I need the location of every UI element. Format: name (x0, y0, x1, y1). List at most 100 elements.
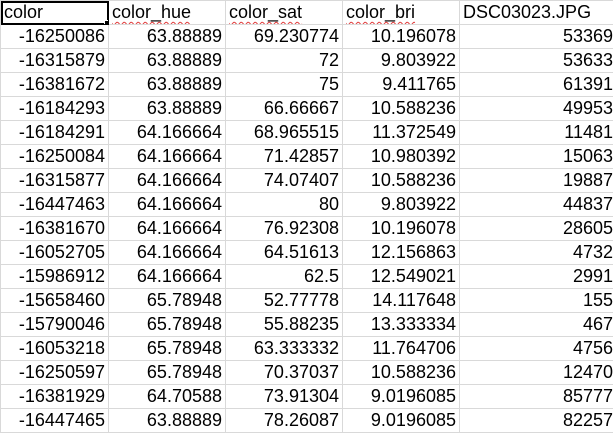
header-cell-color-hue[interactable]: color_hue (108, 0, 226, 25)
cell-filename-value[interactable]: 4756 (459, 336, 613, 361)
cell-color-hue[interactable]: 63.88889 (108, 408, 226, 433)
cell-color-sat[interactable]: 63.333332 (225, 336, 343, 361)
cell-color-sat[interactable]: 76.92308 (225, 216, 343, 241)
cell-filename-value[interactable]: 15063 (459, 144, 613, 169)
cell-color-bri[interactable]: 10.196078 (342, 24, 460, 49)
cell-color-sat[interactable]: 55.88235 (225, 312, 343, 337)
cell-color-sat[interactable]: 52.77778 (225, 288, 343, 313)
cell-color-bri[interactable]: 13.333334 (342, 312, 460, 337)
cell-color-sat[interactable]: 73.91304 (225, 384, 343, 409)
cell-filename-value[interactable]: 82257 (459, 408, 613, 433)
cell-color[interactable]: -15658460 (0, 288, 109, 313)
cell-color-hue[interactable]: 64.166664 (108, 168, 226, 193)
cell-color-bri[interactable]: 10.588236 (342, 168, 460, 193)
cell-color-bri[interactable]: 10.588236 (342, 360, 460, 385)
cell-color[interactable]: -16184293 (0, 96, 109, 121)
cell-filename-value[interactable]: 4732 (459, 240, 613, 265)
cell-color-bri[interactable]: 10.980392 (342, 144, 460, 169)
cell-filename-value[interactable]: 11481 (459, 120, 613, 145)
cell-color[interactable]: -15986912 (0, 264, 109, 289)
cell-color-bri[interactable]: 12.549021 (342, 264, 460, 289)
cell-color-bri[interactable]: 10.588236 (342, 96, 460, 121)
header-cell-filename[interactable]: DSC03023.JPG (459, 0, 613, 25)
cell-filename-value[interactable]: 155 (459, 288, 613, 313)
cell-color-hue[interactable]: 64.166664 (108, 264, 226, 289)
cell-color-sat[interactable]: 74.07407 (225, 168, 343, 193)
cell-color-sat[interactable]: 75 (225, 72, 343, 97)
cell-color-sat[interactable]: 62.5 (225, 264, 343, 289)
cell-color[interactable]: -16381929 (0, 384, 109, 409)
cell-color-hue[interactable]: 64.70588 (108, 384, 226, 409)
cell-color-sat[interactable]: 68.965515 (225, 120, 343, 145)
table-row: -16381672 63.88889 75 9.411765 61391 (0, 72, 613, 97)
cell-color[interactable]: -15790046 (0, 312, 109, 337)
cell-color-sat[interactable]: 66.66667 (225, 96, 343, 121)
cell-color-bri[interactable]: 11.764706 (342, 336, 460, 361)
cell-color-bri[interactable]: 12.156863 (342, 240, 460, 265)
cell-color[interactable]: -16447465 (0, 408, 109, 433)
table-row: -16184293 63.88889 66.66667 10.588236 49953 (0, 96, 613, 121)
table-row: -16184291 64.166664 68.965515 11.372549 1148… (0, 120, 613, 145)
cell-color-bri[interactable]: 9.803922 (342, 192, 460, 217)
header-cell-color-bri[interactable]: color_bri (342, 0, 460, 25)
cell-filename-value[interactable]: 467 (459, 312, 613, 337)
cell-color-sat[interactable]: 80 (225, 192, 343, 217)
cell-color-hue[interactable]: 64.166664 (108, 216, 226, 241)
cell-color[interactable]: -16315877 (0, 168, 109, 193)
table-row: -16052705 64.166664 64.51613 12.156863 4732 (0, 240, 613, 265)
cell-color-hue[interactable]: 64.166664 (108, 120, 226, 145)
cell-color[interactable]: -16184291 (0, 120, 109, 145)
cell-color[interactable]: -16053218 (0, 336, 109, 361)
table-row: -15658460 65.78948 52.77778 14.117648 155 (0, 288, 613, 313)
cell-filename-value[interactable]: 49953 (459, 96, 613, 121)
cell-color-sat[interactable]: 70.37037 (225, 360, 343, 385)
cell-color-hue[interactable]: 64.166664 (108, 144, 226, 169)
cell-color[interactable]: -16447463 (0, 192, 109, 217)
cell-color-hue[interactable]: 65.78948 (108, 336, 226, 361)
cell-color-hue[interactable]: 64.166664 (108, 240, 226, 265)
cell-color-bri[interactable]: 9.0196085 (342, 408, 460, 433)
cell-filename-value[interactable]: 85777 (459, 384, 613, 409)
cell-color[interactable]: -16381670 (0, 216, 109, 241)
cell-color[interactable]: -16250086 (0, 24, 109, 49)
cell-color-hue[interactable]: 63.88889 (108, 72, 226, 97)
cell-color-sat[interactable]: 72 (225, 48, 343, 73)
cell-color[interactable]: -16315879 (0, 48, 109, 73)
header-cell-color-sat[interactable]: color_sat (225, 0, 343, 25)
cell-color[interactable]: -16052705 (0, 240, 109, 265)
cell-color-hue[interactable]: 65.78948 (108, 312, 226, 337)
table-row: -15790046 65.78948 55.88235 13.333334 467 (0, 312, 613, 337)
cell-color-hue[interactable]: 64.166664 (108, 192, 226, 217)
cell-filename-value[interactable]: 19887 (459, 168, 613, 193)
cell-filename-value[interactable]: 28605 (459, 216, 613, 241)
cell-color-bri[interactable]: 9.411765 (342, 72, 460, 97)
cell-filename-value[interactable]: 61391 (459, 72, 613, 97)
cell-filename-value[interactable]: 2991 (459, 264, 613, 289)
cell-color-sat[interactable]: 78.26087 (225, 408, 343, 433)
cell-color[interactable]: -16381672 (0, 72, 109, 97)
cell-color-hue[interactable]: 65.78948 (108, 360, 226, 385)
cell-filename-value[interactable]: 53633 (459, 48, 613, 73)
cell-color-bri[interactable]: 14.117648 (342, 288, 460, 313)
fill-handle[interactable] (104, 20, 108, 24)
cell-color[interactable]: -16250597 (0, 360, 109, 385)
table-row: -16381929 64.70588 73.91304 9.0196085 85777 (0, 384, 613, 409)
header-cell-color[interactable]: color (0, 0, 109, 25)
cell-filename-value[interactable]: 44837 (459, 192, 613, 217)
cell-color-bri[interactable]: 9.0196085 (342, 384, 460, 409)
cell-color-bri[interactable]: 10.196078 (342, 216, 460, 241)
cell-color-hue[interactable]: 63.88889 (108, 48, 226, 73)
table-row: -16315877 64.166664 74.07407 10.588236 19887 (0, 168, 613, 193)
cell-filename-value[interactable]: 12470 (459, 360, 613, 385)
cell-color-sat[interactable]: 69.230774 (225, 24, 343, 49)
cell-color-sat[interactable]: 71.42857 (225, 144, 343, 169)
cell-color-bri[interactable]: 9.803922 (342, 48, 460, 73)
cell-color-hue[interactable]: 63.88889 (108, 24, 226, 49)
cell-color-hue[interactable]: 65.78948 (108, 288, 226, 313)
cell-color-bri[interactable]: 11.372549 (342, 120, 460, 145)
cell-color-hue[interactable]: 63.88889 (108, 96, 226, 121)
cell-filename-value[interactable]: 53369 (459, 24, 613, 49)
cell-color-sat[interactable]: 64.51613 (225, 240, 343, 265)
cell-color[interactable]: -16250084 (0, 144, 109, 169)
